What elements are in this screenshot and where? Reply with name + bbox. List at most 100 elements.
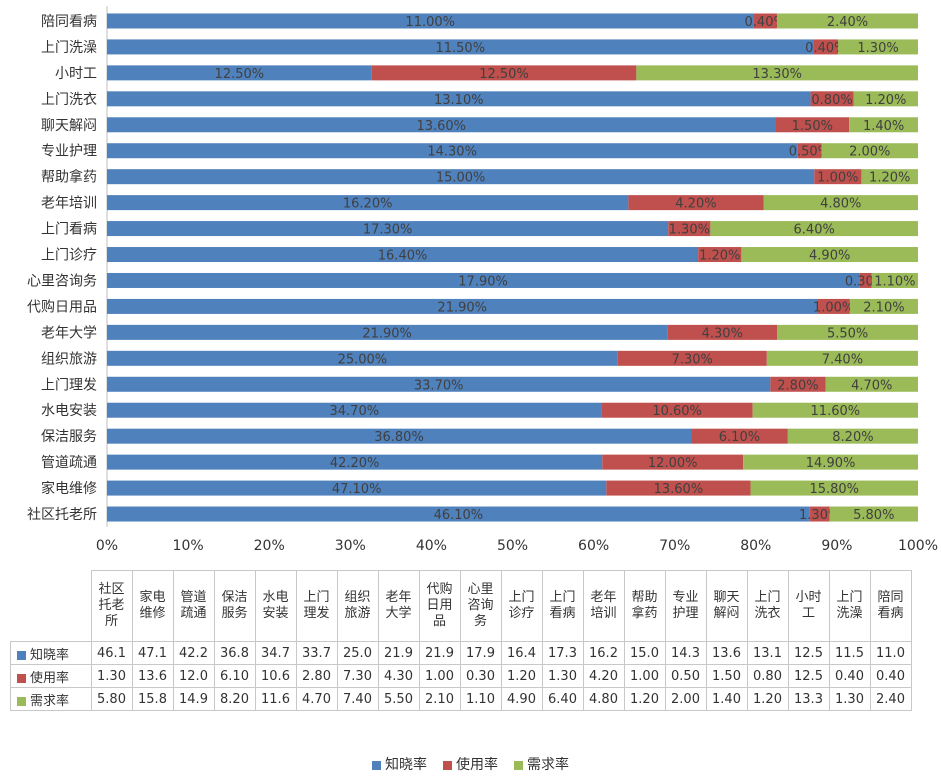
table-cell: 10.6 bbox=[254, 664, 297, 688]
data-label: 0.40% bbox=[805, 41, 846, 56]
legend-key-swatch bbox=[17, 650, 26, 660]
table-cell: 12.0 bbox=[172, 664, 215, 688]
category-label: 组织旅游 bbox=[41, 351, 97, 367]
data-label: 0.80% bbox=[811, 93, 852, 108]
table-cell: 16.4 bbox=[500, 641, 543, 665]
table-cell: 13.1 bbox=[746, 641, 789, 665]
data-label: 14.90% bbox=[806, 456, 856, 471]
table-cell: 2.80 bbox=[295, 664, 338, 688]
bar-segment bbox=[849, 298, 918, 314]
data-label: 21.90% bbox=[362, 326, 412, 341]
x-tick-label: 70% bbox=[659, 538, 690, 554]
table-category-header: 老年 大学 bbox=[377, 570, 420, 642]
category-label: 上门洗衣 bbox=[41, 92, 97, 108]
bar-segment bbox=[775, 117, 850, 133]
table-category-header: 帮助 拿药 bbox=[623, 570, 666, 642]
table-cell: 4.80 bbox=[582, 687, 625, 711]
bar-segment bbox=[691, 428, 788, 444]
data-label: 1.20% bbox=[699, 249, 740, 264]
bar-segment bbox=[668, 221, 711, 237]
bar-segment bbox=[838, 39, 918, 55]
bar-segment bbox=[861, 169, 918, 185]
table-cell: 34.7 bbox=[254, 641, 297, 665]
bar-segment bbox=[107, 506, 810, 522]
data-label: 1.30% bbox=[857, 41, 898, 56]
table-cell: 11.0 bbox=[869, 641, 912, 665]
data-label: 12.50% bbox=[479, 67, 529, 82]
table-cell: 14.3 bbox=[664, 641, 707, 665]
bar-segment bbox=[107, 13, 754, 29]
table-cell: 4.70 bbox=[295, 687, 338, 711]
bar-segment bbox=[829, 506, 918, 522]
table-cell: 2.10 bbox=[418, 687, 461, 711]
x-tick-label: 90% bbox=[821, 538, 852, 554]
table-cell: 25.0 bbox=[336, 641, 379, 665]
table-cell: 17.9 bbox=[459, 641, 502, 665]
bar-segment bbox=[606, 480, 751, 496]
table-cell: 17.3 bbox=[541, 641, 584, 665]
table-cell: 12.5 bbox=[787, 641, 830, 665]
legend: 知晓率 使用率 需求率 bbox=[0, 754, 941, 774]
x-tick-label: 10% bbox=[173, 538, 204, 554]
data-label: 2.00% bbox=[849, 145, 890, 160]
table-cell: 1.00 bbox=[418, 664, 461, 688]
bar-segment bbox=[107, 195, 629, 211]
x-tick-label: 80% bbox=[740, 538, 771, 554]
table-row-label: 使用率 bbox=[10, 664, 92, 688]
data-table: 社区 托老所家电 维修 管道 疏通 保洁 服务 水电 安装 上门 理发 组织 旅游 老年 大学 代购 日用品心里… bbox=[10, 570, 912, 711]
data-label: 2.80% bbox=[777, 378, 818, 393]
bar-segment bbox=[698, 247, 742, 263]
bar-segment bbox=[750, 480, 918, 496]
data-label: 1.10% bbox=[874, 274, 915, 289]
bar-segment bbox=[617, 350, 767, 366]
table-cell: 13.6 bbox=[131, 664, 174, 688]
table-cell: 42.2 bbox=[172, 641, 215, 665]
data-label: 21.90% bbox=[437, 300, 487, 315]
table-cell: 11.5 bbox=[828, 641, 871, 665]
table-category-header: 上门 理发 bbox=[295, 570, 338, 642]
bar-segment bbox=[107, 402, 602, 418]
bar-segment bbox=[766, 350, 918, 366]
category-label: 水电安装 bbox=[41, 403, 97, 419]
data-label: 14.30% bbox=[427, 145, 477, 160]
legend-key-swatch bbox=[17, 673, 26, 683]
table-row: 使用率 1.30 13.6 12.0 6.10 10.6 2.80 7.30 4.30 1.00 0… bbox=[10, 664, 912, 688]
data-label: 13.60% bbox=[416, 119, 466, 134]
table-cell: 1.40 bbox=[705, 687, 748, 711]
bar-segment bbox=[107, 39, 814, 55]
table-cell: 15.8 bbox=[131, 687, 174, 711]
bar-segment bbox=[853, 91, 918, 107]
bar-segment bbox=[107, 272, 860, 288]
category-label: 保洁服务 bbox=[41, 429, 97, 445]
category-label: 聊天解闷 bbox=[41, 118, 97, 134]
table-cell: 14.9 bbox=[172, 687, 215, 711]
stacked-bar-chart: 陪同看病 11.00% 0.40% 2.40% 上门洗澡 11.50% 0.40% 1.30%… bbox=[27, 6, 938, 554]
data-label: 10.60% bbox=[652, 404, 702, 419]
data-label: 1.40% bbox=[863, 119, 904, 134]
data-label: 4.80% bbox=[820, 197, 861, 212]
table-cell: 46.1 bbox=[90, 641, 133, 665]
data-label: 12.00% bbox=[648, 456, 698, 471]
category-label: 社区托老所 bbox=[27, 507, 97, 523]
table-category-header: 管道 疏通 bbox=[172, 570, 215, 642]
table-category-header: 上门 洗衣 bbox=[746, 570, 789, 642]
table-cell: 0.50 bbox=[664, 664, 707, 688]
table-cell: 8.20 bbox=[213, 687, 256, 711]
bar-segment bbox=[107, 247, 699, 263]
data-label: 13.30% bbox=[752, 67, 802, 82]
bar-segment bbox=[602, 454, 744, 470]
data-label: 13.60% bbox=[654, 482, 704, 497]
table-category-header: 聊天 解闷 bbox=[705, 570, 748, 642]
bar-segment bbox=[636, 65, 918, 81]
table-category-header: 水电 安装 bbox=[254, 570, 297, 642]
table-cell: 11.6 bbox=[254, 687, 297, 711]
table-category-header: 上门 看病 bbox=[541, 570, 584, 642]
category-label: 小时工 bbox=[55, 66, 97, 82]
table-cell: 5.50 bbox=[377, 687, 420, 711]
data-label: 17.30% bbox=[363, 223, 413, 238]
bar-segment bbox=[107, 169, 815, 185]
data-label: 7.40% bbox=[822, 352, 863, 367]
data-label: 5.50% bbox=[827, 326, 868, 341]
table-row-label: 需求率 bbox=[10, 687, 92, 711]
table-category-header: 上门 洗澡 bbox=[828, 570, 871, 642]
